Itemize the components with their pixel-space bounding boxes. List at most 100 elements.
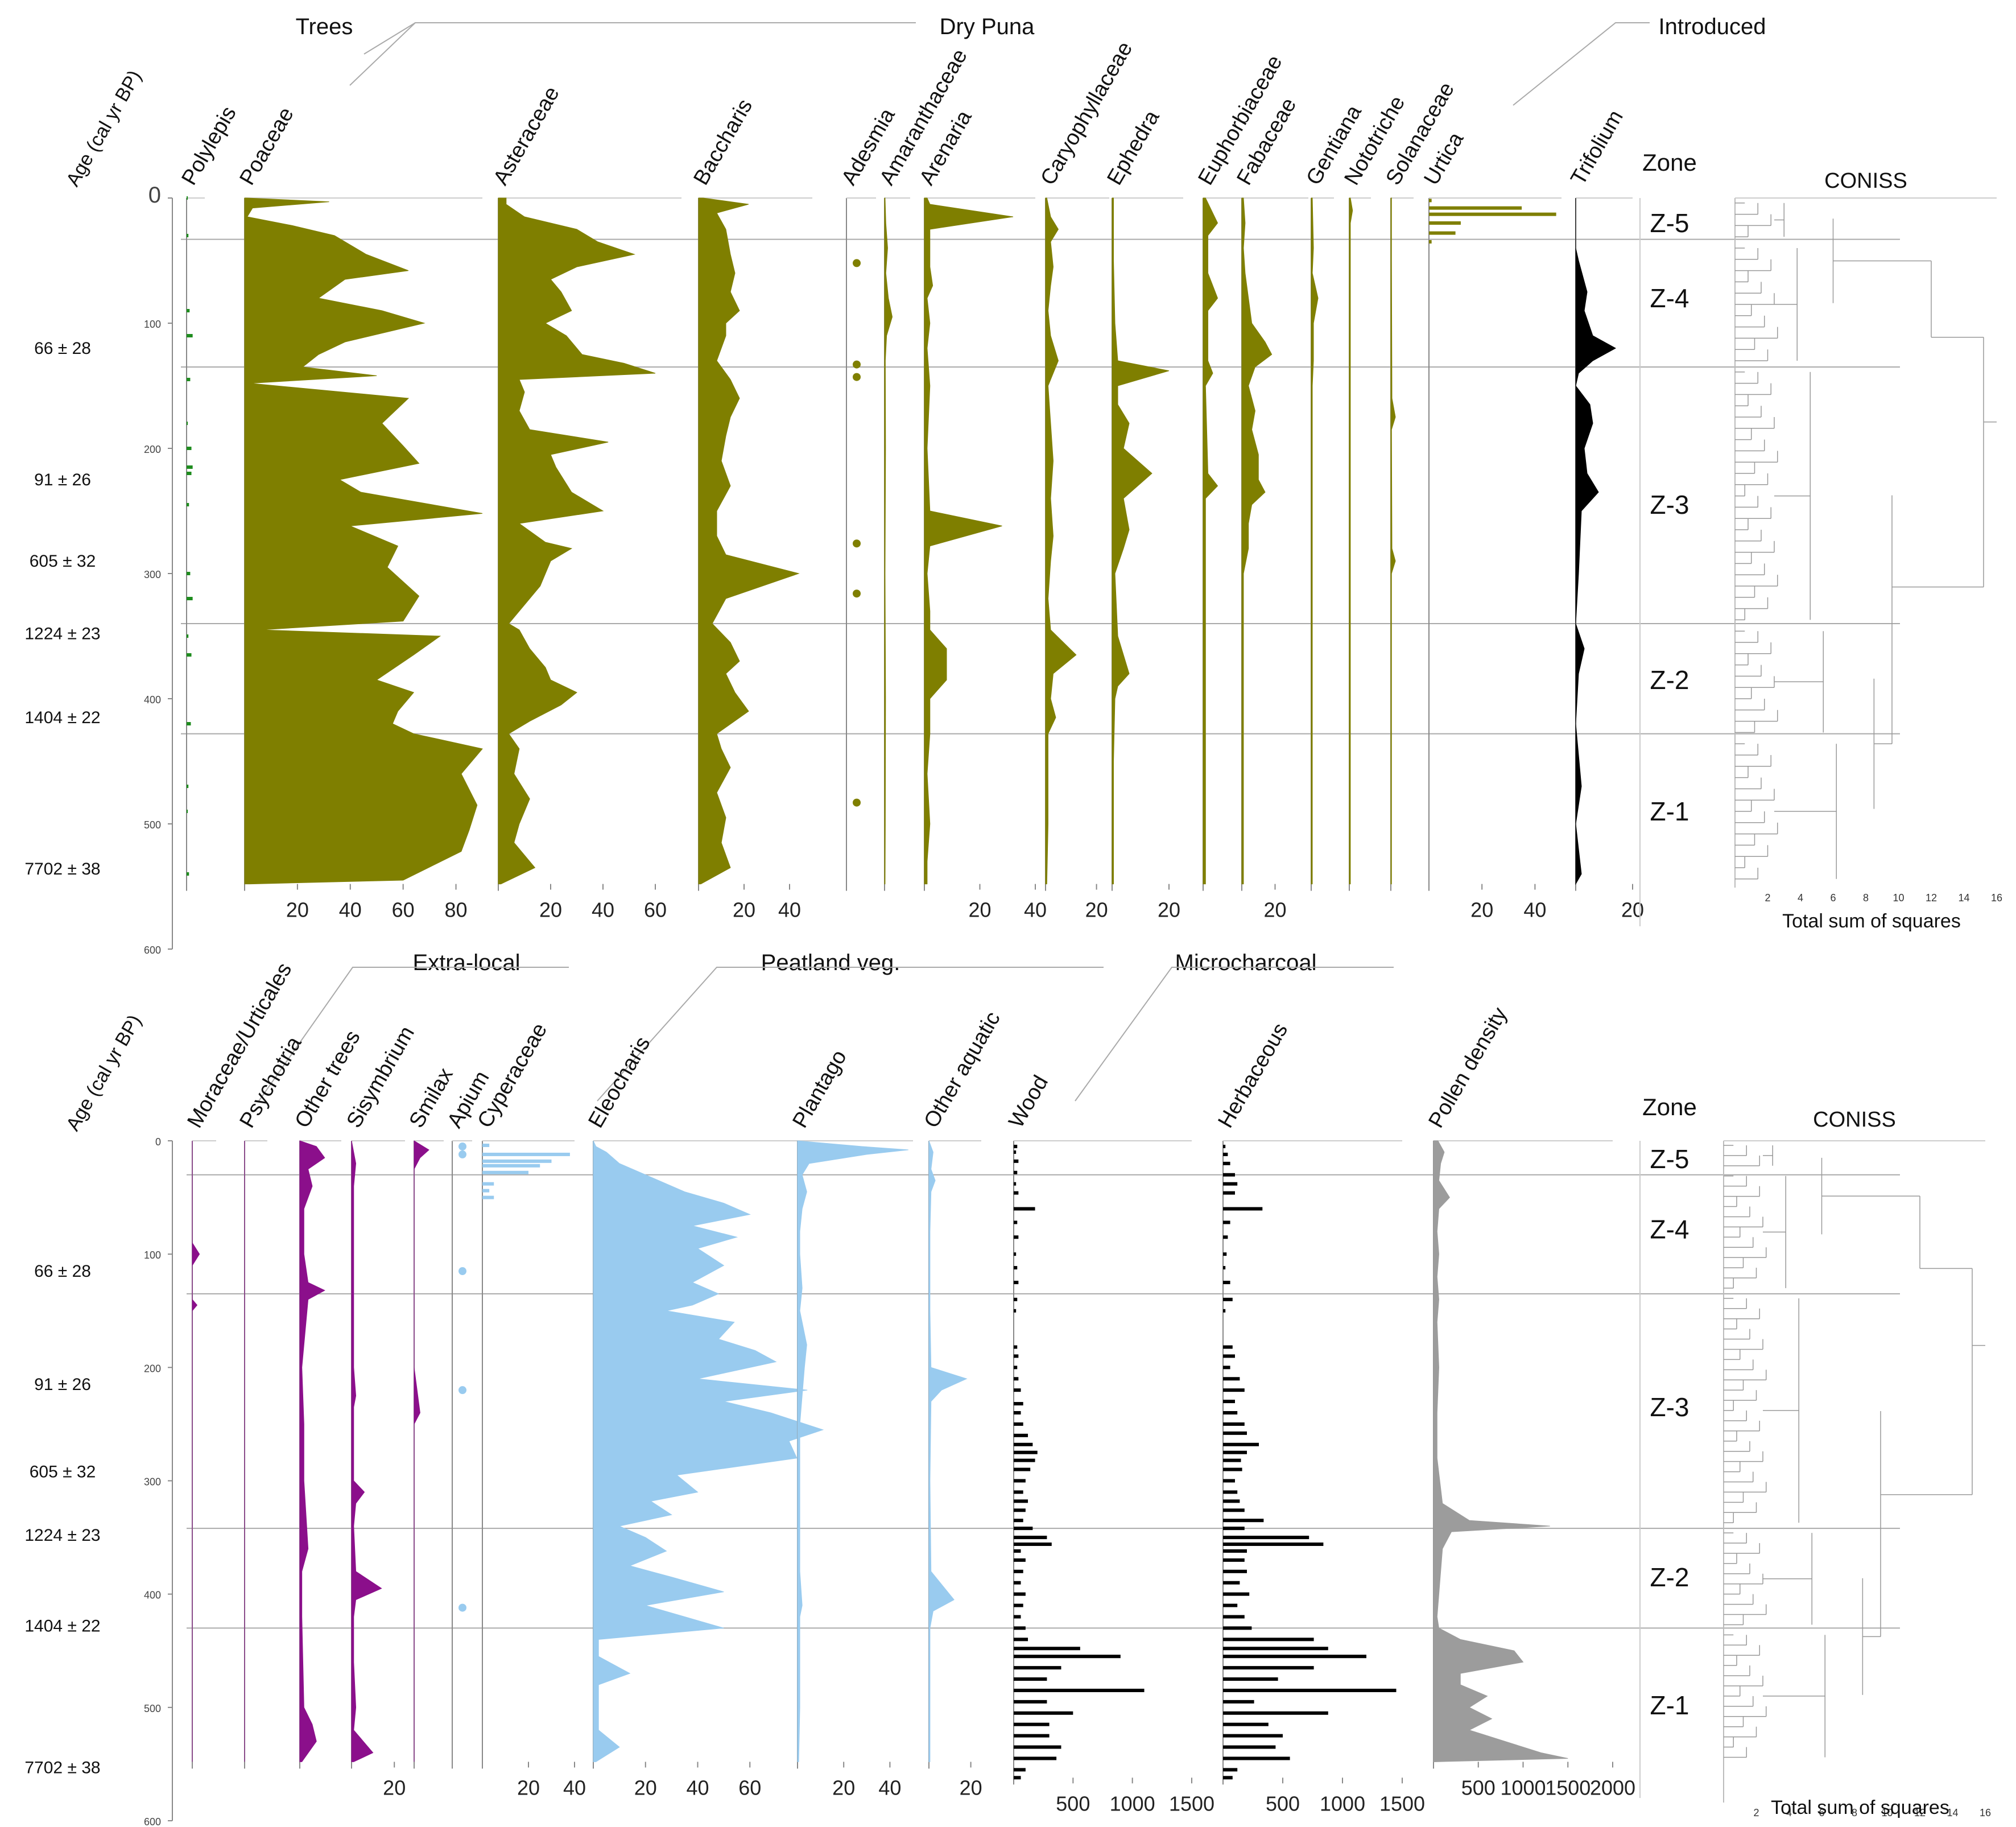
cyperaceae-bar bbox=[482, 1164, 540, 1168]
herbaceous-bar bbox=[1223, 1252, 1227, 1256]
polylepis-bar bbox=[187, 447, 192, 450]
wood-bar bbox=[1014, 1411, 1021, 1414]
taxon-label-eleocharis: Eleocharis bbox=[584, 1033, 655, 1132]
coniss-x-label: Total sum of squares bbox=[1782, 910, 1961, 932]
zone-title: Zone bbox=[1642, 149, 1697, 176]
other-aquatic-x-tick-label: 20 bbox=[960, 1776, 982, 1799]
y-tick-label: 500 bbox=[144, 819, 161, 831]
coniss-tick-label: 4 bbox=[1786, 1807, 1792, 1818]
herbaceous-bar bbox=[1223, 1144, 1226, 1148]
coniss-tick-label: 14 bbox=[1958, 892, 1969, 904]
herbaceous-x-tick-label: 500 bbox=[1266, 1792, 1300, 1815]
pollen-density-x-tick-label: 2000 bbox=[1590, 1776, 1635, 1799]
herbaceous-bar bbox=[1223, 1280, 1230, 1284]
herbaceous-bar bbox=[1223, 1411, 1238, 1414]
zone-label: Z-3 bbox=[1650, 490, 1689, 519]
age-date-label: 605 ± 32 bbox=[30, 552, 96, 571]
herbaceous-bar bbox=[1223, 1450, 1247, 1454]
adesmia-dot bbox=[853, 589, 861, 598]
polylepis-bar bbox=[187, 872, 189, 876]
coniss-tick-label: 8 bbox=[1863, 892, 1869, 904]
herbaceous-bar bbox=[1223, 1479, 1235, 1483]
ephedra-area bbox=[1112, 197, 1170, 885]
poaceae-x-tick-label: 60 bbox=[392, 898, 415, 922]
polylepis-bar bbox=[187, 309, 190, 312]
zone-label: Z-4 bbox=[1650, 1214, 1689, 1244]
herbaceous-bar bbox=[1223, 1467, 1242, 1471]
taxon-label-plantago: Plantago bbox=[788, 1046, 851, 1132]
asteraceae-x-tick-label: 20 bbox=[539, 898, 562, 922]
cyperaceae-bar bbox=[482, 1143, 490, 1147]
herbaceous-x-tick-label: 1500 bbox=[1379, 1792, 1425, 1815]
polylepis-bar bbox=[187, 572, 191, 575]
wood-bar bbox=[1014, 1402, 1023, 1406]
herbaceous-bar bbox=[1223, 1458, 1241, 1462]
herbaceous-bar bbox=[1223, 1592, 1250, 1596]
y-axis-title: Age (cal yr BP) bbox=[62, 67, 146, 190]
herbaceous-bar bbox=[1223, 1173, 1235, 1177]
herbaceous-bar bbox=[1223, 1700, 1254, 1704]
herbaceous-bar bbox=[1223, 1722, 1269, 1726]
herbaceous-bar bbox=[1223, 1677, 1278, 1681]
nototriche-area bbox=[1349, 197, 1353, 885]
wood-bar bbox=[1014, 1558, 1026, 1562]
asteraceae-x-tick-label: 60 bbox=[644, 898, 667, 922]
cyperaceae-bar bbox=[482, 1159, 552, 1163]
cyperaceae-bar bbox=[482, 1170, 528, 1174]
herbaceous-bar bbox=[1223, 1688, 1397, 1692]
zone-label: Z-1 bbox=[1650, 1690, 1689, 1720]
zone-label: Z-1 bbox=[1650, 797, 1689, 826]
group-bracket bbox=[597, 967, 1104, 1102]
y-tick-label: 600 bbox=[144, 945, 161, 956]
wood-bar bbox=[1014, 1170, 1018, 1174]
zone-label: Z-2 bbox=[1650, 1562, 1689, 1592]
herbaceous-bar bbox=[1223, 1182, 1238, 1186]
wood-bar bbox=[1014, 1144, 1018, 1148]
herbaceous-bar bbox=[1223, 1207, 1263, 1211]
fabaceae-area bbox=[1241, 197, 1273, 885]
moraceae-urticales-area bbox=[192, 1141, 200, 1762]
group-bracket bbox=[1075, 967, 1394, 1102]
herbaceous-bar bbox=[1223, 1768, 1238, 1772]
wood-bar bbox=[1014, 1450, 1038, 1454]
pollen-density-x-tick-label: 1500 bbox=[1545, 1776, 1591, 1799]
group-header: Microcharcoal bbox=[1175, 950, 1317, 975]
cyperaceae-bar bbox=[482, 1189, 490, 1193]
coniss-tick-label: 10 bbox=[1893, 892, 1904, 904]
baccharis-x-tick-label: 20 bbox=[733, 898, 755, 922]
urtica-bar bbox=[1429, 221, 1461, 225]
taxon-label-wood: Wood bbox=[1004, 1071, 1053, 1132]
gentiana-area bbox=[1311, 197, 1319, 885]
wood-bar bbox=[1014, 1677, 1047, 1681]
wood-bar bbox=[1014, 1479, 1026, 1483]
coniss-tick-label: 2 bbox=[1753, 1807, 1759, 1818]
urtica-bar bbox=[1429, 199, 1432, 203]
coniss-x-label: Total sum of squares bbox=[1771, 1797, 1949, 1818]
taxon-label-asteraceae: Asteraceae bbox=[489, 83, 564, 189]
coniss-title: CONISS bbox=[1813, 1108, 1896, 1132]
cyperaceae-bar bbox=[482, 1152, 570, 1156]
adesmia-dot bbox=[853, 360, 861, 369]
wood-bar bbox=[1014, 1191, 1019, 1195]
urtica-bar bbox=[1429, 240, 1432, 244]
taxon-label-other-aquatic: Other aquatic bbox=[919, 1008, 1005, 1132]
baccharis-x-tick-label: 40 bbox=[778, 898, 801, 922]
zone-label: Z-4 bbox=[1650, 283, 1689, 313]
wood-bar bbox=[1014, 1655, 1121, 1659]
herbaceous-bar bbox=[1223, 1422, 1245, 1426]
wood-bar bbox=[1014, 1615, 1021, 1619]
cyperaceae-bar bbox=[482, 1195, 494, 1199]
y-tick-label: 300 bbox=[144, 1477, 161, 1488]
group-bracket bbox=[349, 22, 904, 86]
herbaceous-bar bbox=[1223, 1152, 1228, 1156]
age-date-label: 1224 ± 23 bbox=[24, 625, 100, 644]
coniss-tick-label: 2 bbox=[1765, 892, 1770, 904]
asteraceae-area bbox=[498, 197, 656, 885]
cyperaceae-bar bbox=[482, 1182, 494, 1186]
cyperaceae-x-tick-label: 40 bbox=[563, 1776, 586, 1799]
wood-bar bbox=[1014, 1569, 1023, 1573]
adesmia-dot bbox=[853, 539, 861, 548]
herbaceous-bar bbox=[1223, 1536, 1309, 1540]
wood-bar bbox=[1014, 1220, 1018, 1224]
